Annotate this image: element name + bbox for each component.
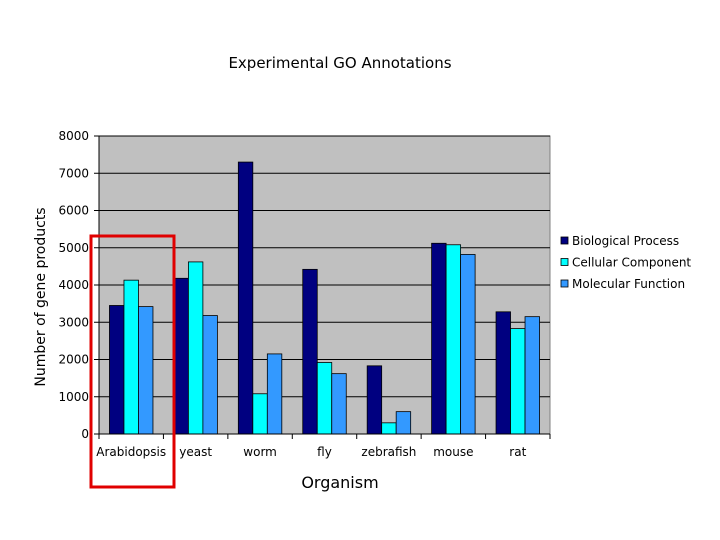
bar-yeast-molecular-function xyxy=(202,315,218,435)
x-tick-label: Arabidopsis xyxy=(96,445,166,459)
x-tick-labels: Arabidopsis yeast worm fly zebrafish mouse rat xyxy=(96,445,526,459)
legend-label: Molecular Function xyxy=(572,277,685,291)
bars xyxy=(109,161,540,435)
legend-swatch xyxy=(560,258,569,266)
bar-fly-molecular-function xyxy=(331,373,347,435)
y-tick-labels: 0 1000 2000 3000 4000 5000 6000 7000 8000 xyxy=(58,129,89,441)
bar-zebrafish-cellular-component xyxy=(381,422,397,435)
bar-mouse-biological-process xyxy=(431,242,447,435)
y-tick-label: 6000 xyxy=(58,204,89,218)
legend: Biological Process Cellular Component Mole… xyxy=(560,234,691,291)
legend-swatch xyxy=(560,236,569,245)
x-tick-label: zebrafish xyxy=(361,445,416,459)
y-axis-label: Number of gene products xyxy=(33,207,49,386)
y-tick-label: 1000 xyxy=(58,390,89,404)
legend-swatch xyxy=(560,279,569,288)
x-tick-label: worm xyxy=(243,445,277,459)
x-tick-label: mouse xyxy=(433,445,473,459)
bar-zebrafish-biological-process xyxy=(366,365,383,435)
chart-title: Experimental GO Annotations xyxy=(228,54,451,72)
x-tick-label: fly xyxy=(317,445,332,459)
y-tick-label: 4000 xyxy=(58,278,89,292)
y-tick-label: 7000 xyxy=(58,166,89,180)
bar-worm-molecular-function xyxy=(266,353,283,435)
bar-yeast-biological-process xyxy=(173,277,189,435)
bar-fly-cellular-component xyxy=(316,362,333,435)
y-tick-label: 0 xyxy=(81,427,89,441)
bar-arabidopsis-cellular-component xyxy=(123,279,139,435)
y-tick-label: 5000 xyxy=(58,241,89,255)
bar-arabidopsis-biological-process xyxy=(109,305,125,435)
bar-rat-cellular-component xyxy=(510,328,526,435)
bar-fly-biological-process xyxy=(302,268,318,435)
highlight-box xyxy=(89,234,176,489)
bar-rat-biological-process xyxy=(495,311,511,435)
legend-label: Cellular Component xyxy=(572,256,691,270)
x-axis-label: Organism xyxy=(301,473,378,492)
y-tick-label: 3000 xyxy=(58,315,89,329)
bar-zebrafish-molecular-function xyxy=(395,411,412,435)
legend-label: Biological Process xyxy=(572,234,679,248)
bar-rat-molecular-function xyxy=(524,316,540,435)
bar-mouse-molecular-function xyxy=(460,254,476,435)
y-tick-label: 2000 xyxy=(58,353,89,367)
bar-yeast-cellular-component xyxy=(187,261,204,435)
bar-worm-biological-process xyxy=(237,161,254,435)
bar-arabidopsis-molecular-function xyxy=(138,306,154,435)
bar-worm-cellular-component xyxy=(252,393,268,435)
y-tick-label: 8000 xyxy=(58,129,89,143)
x-tick-label: rat xyxy=(509,445,526,459)
bar-mouse-cellular-component xyxy=(445,244,462,435)
x-tick-label: yeast xyxy=(179,445,212,459)
